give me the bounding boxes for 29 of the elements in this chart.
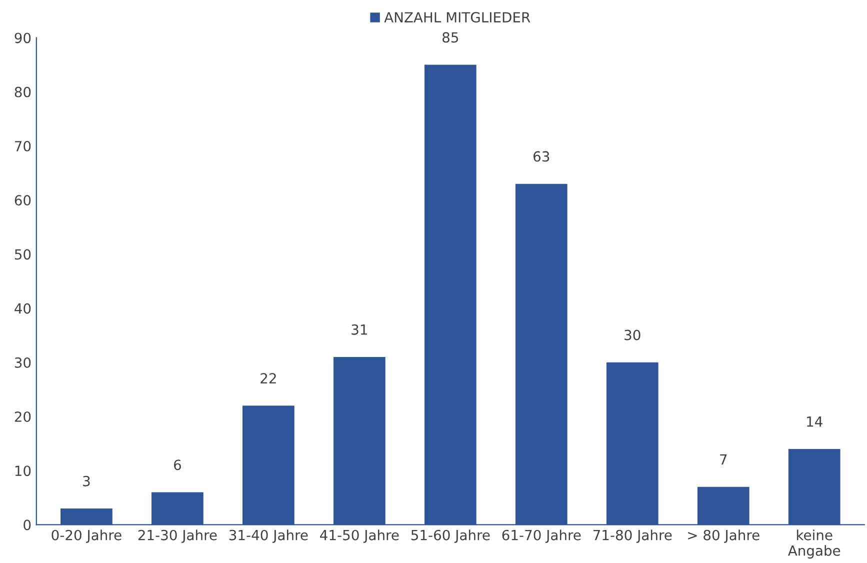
- data-label: 3: [83, 476, 90, 486]
- y-tick-label: 30: [14, 357, 31, 368]
- y-tick-label: 10: [15, 466, 31, 476]
- data-label: 6: [174, 460, 181, 470]
- x-tick-label: 61-70 Jahre: [502, 530, 581, 543]
- y-tick-label: 90: [14, 32, 31, 44]
- data-label: 63: [534, 151, 550, 162]
- x-tick-label: > 80 Jahre: [688, 530, 760, 543]
- x-tick-label: 41-50 Jahre: [320, 530, 399, 543]
- data-label: 85: [442, 32, 458, 43]
- data-label: 14: [807, 416, 822, 427]
- y-tick-label: 50: [14, 249, 31, 260]
- x-tick-label: 71-80 Jahre: [593, 530, 672, 543]
- y-tick-label: 20: [14, 411, 31, 422]
- x-tick-label: keine Angabe: [788, 530, 840, 559]
- data-label: 30: [624, 330, 640, 340]
- y-tick-label: 0: [24, 520, 31, 530]
- x-tick-label: 21-30 Jahre: [138, 530, 217, 543]
- data-label: 31: [352, 324, 367, 335]
- legend-label: ANZAHL MITGLIEDER: [384, 12, 530, 23]
- data-label: 7: [720, 454, 727, 465]
- y-tick-label: 60: [14, 195, 31, 206]
- y-tick-label: 40: [14, 303, 31, 314]
- x-tick-label: 0-20 Jahre: [52, 530, 122, 543]
- y-tick-label: 80: [14, 86, 31, 98]
- y-tick-label: 70: [15, 140, 31, 152]
- x-tick-label: 51-60 Jahre: [411, 530, 490, 543]
- x-tick-label: 31-40 Jahre: [229, 530, 308, 543]
- data-label: 22: [260, 373, 276, 384]
